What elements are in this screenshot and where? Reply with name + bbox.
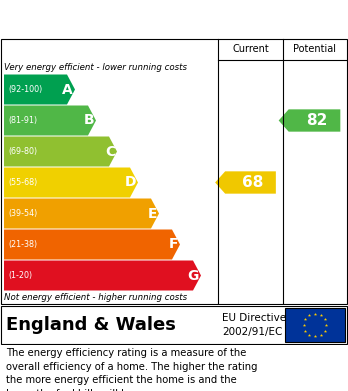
Text: B: B: [84, 113, 94, 127]
Text: (69-80): (69-80): [8, 147, 37, 156]
Text: England & Wales: England & Wales: [6, 316, 176, 334]
Text: (1-20): (1-20): [8, 271, 32, 280]
Text: (55-68): (55-68): [8, 178, 37, 187]
Text: (81-91): (81-91): [8, 116, 37, 125]
Text: Current: Current: [232, 44, 269, 54]
Polygon shape: [4, 230, 180, 260]
Polygon shape: [4, 136, 117, 167]
Text: A: A: [62, 83, 73, 97]
Polygon shape: [279, 109, 340, 132]
Polygon shape: [215, 171, 276, 194]
Text: 82: 82: [306, 113, 327, 128]
Polygon shape: [4, 167, 138, 197]
Polygon shape: [4, 106, 96, 136]
Polygon shape: [4, 75, 75, 104]
Polygon shape: [4, 199, 159, 228]
Text: D: D: [125, 176, 136, 190]
Text: The energy efficiency rating is a measure of the
overall efficiency of a home. T: The energy efficiency rating is a measur…: [6, 348, 258, 391]
Text: (39-54): (39-54): [8, 209, 37, 218]
Text: C: C: [105, 145, 115, 158]
Text: Not energy efficient - higher running costs: Not energy efficient - higher running co…: [4, 294, 187, 303]
Text: F: F: [168, 237, 178, 251]
Text: Energy Efficiency Rating: Energy Efficiency Rating: [8, 11, 229, 27]
Bar: [285, 308, 345, 342]
Text: (21-38): (21-38): [8, 240, 37, 249]
Text: (92-100): (92-100): [8, 85, 42, 94]
Text: G: G: [188, 269, 199, 283]
Text: EU Directive
2002/91/EC: EU Directive 2002/91/EC: [222, 314, 286, 337]
Text: Very energy efficient - lower running costs: Very energy efficient - lower running co…: [4, 63, 187, 72]
Text: E: E: [148, 206, 157, 221]
Text: 68: 68: [242, 175, 263, 190]
Text: Potential: Potential: [293, 44, 336, 54]
Polygon shape: [4, 260, 201, 291]
